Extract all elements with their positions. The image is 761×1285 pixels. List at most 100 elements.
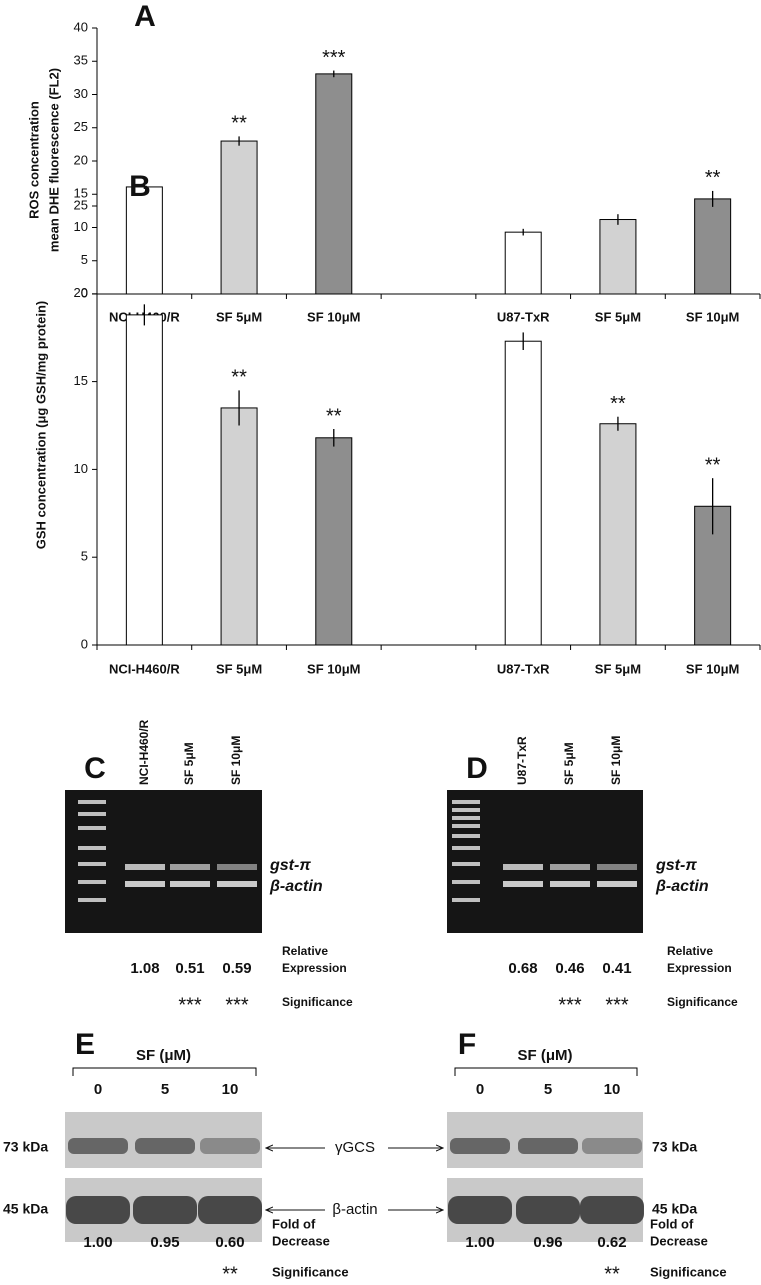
lane-label: SF 5μM: [182, 742, 196, 785]
lane-label: NCI-H460/R: [137, 719, 151, 785]
marker-label: 73 kDa: [3, 1139, 48, 1155]
value: 0.46: [555, 960, 584, 977]
y-tick-label: 10: [74, 461, 88, 476]
band-label: β-actin: [655, 878, 709, 895]
bar: [125, 186, 163, 295]
ladder-band: [78, 826, 106, 830]
band: [198, 1196, 262, 1224]
dose-label: 0: [476, 1081, 484, 1098]
dose-label: 5: [544, 1081, 552, 1098]
significance: ***: [322, 47, 346, 69]
y-tick-label: 40: [74, 19, 88, 34]
y-axis-label: GSH concentration (μg GSH/mg protein): [33, 301, 48, 549]
band: [200, 1138, 260, 1154]
marker-label: 45 kDa: [3, 1201, 48, 1217]
dose-label: 10: [604, 1081, 621, 1098]
y-tick-label: 35: [74, 53, 88, 68]
value: 0.62: [597, 1234, 626, 1251]
bar: [694, 198, 732, 295]
ladder-band: [78, 846, 106, 850]
band: [170, 864, 210, 870]
significance-label: Significance: [667, 995, 738, 1009]
band: [518, 1138, 578, 1154]
dose-label: 0: [94, 1081, 102, 1098]
y-tick-label: 20: [74, 152, 88, 167]
y-tick-label: 10: [74, 219, 88, 234]
significance: ***: [605, 994, 629, 1016]
y-tick-label: 15: [74, 373, 88, 388]
band: [170, 881, 210, 887]
y-tick-label: 15: [74, 186, 88, 201]
significance: **: [705, 454, 721, 476]
band-label: gst-π: [269, 857, 311, 874]
value: 1.00: [83, 1234, 112, 1251]
y-tick-label: 5: [81, 252, 88, 267]
x-tick-label: SF 5μM: [216, 661, 262, 676]
band: [125, 881, 165, 887]
band: [450, 1138, 510, 1154]
value: 0.96: [533, 1234, 562, 1251]
x-tick-label: SF 10μM: [686, 661, 739, 676]
band: [217, 864, 257, 870]
band: [582, 1138, 642, 1154]
bracket: [454, 1067, 638, 1076]
ladder-band: [452, 862, 480, 866]
x-tick-label: SF 5μM: [216, 309, 262, 324]
gel-image: [447, 790, 643, 933]
metric-label: Expression: [667, 961, 732, 975]
ladder-band: [452, 800, 480, 804]
value: 1.08: [130, 960, 159, 977]
lane-label: SF 5μM: [562, 742, 576, 785]
significance: ***: [558, 994, 582, 1016]
bracket: [72, 1067, 257, 1076]
y-tick-label: 25: [74, 119, 88, 134]
lane-label: U87-TxR: [515, 736, 529, 785]
metric-label: Expression: [282, 961, 347, 975]
bar: [599, 219, 637, 295]
significance: **: [231, 113, 247, 135]
ladder-band: [452, 898, 480, 902]
ladder-band: [452, 808, 480, 812]
bar: [315, 73, 353, 295]
band: [597, 881, 637, 887]
ladder-band: [452, 846, 480, 850]
panel-label: C: [84, 752, 106, 785]
x-tick-label: SF 5μM: [595, 309, 641, 324]
y-tick-label: 30: [74, 86, 88, 101]
value: 0.95: [150, 1234, 179, 1251]
ladder-band: [452, 834, 480, 838]
band: [580, 1196, 644, 1224]
bar: [220, 407, 258, 646]
x-tick-label: SF 5μM: [595, 661, 641, 676]
ladder-band: [78, 800, 106, 804]
band: [135, 1138, 195, 1154]
bar: [504, 340, 542, 646]
panel-label: D: [466, 752, 488, 785]
band-label: gst-π: [655, 857, 697, 874]
metric-label: Fold of: [650, 1216, 694, 1231]
bar: [599, 423, 637, 646]
panel-label: A: [134, 0, 156, 33]
band-label: β-actin: [269, 878, 323, 895]
target-label: β-actin: [332, 1201, 377, 1218]
metric-label: Decrease: [272, 1233, 330, 1248]
y-tick-label: 0: [81, 636, 88, 651]
marker-label: 73 kDa: [652, 1139, 697, 1155]
y-axis-label: mean DHE fluorescence (FL2): [46, 68, 61, 252]
band: [550, 864, 590, 870]
x-tick-label: U87-TxR: [497, 661, 550, 676]
ladder-band: [78, 862, 106, 866]
ladder-band: [452, 816, 480, 820]
significance: **: [231, 367, 247, 389]
significance-label: Significance: [282, 995, 353, 1009]
value: 1.00: [465, 1234, 494, 1251]
x-tick-label: U87-TxR: [497, 309, 550, 324]
significance: ***: [178, 994, 202, 1016]
x-tick-label: NCI-H460/R: [109, 661, 180, 676]
metric-label: Relative: [282, 944, 328, 958]
bar: [220, 140, 258, 295]
panel-label: B: [129, 170, 151, 203]
significance-label: Significance: [272, 1264, 349, 1279]
treatment-label: SF (μM): [518, 1047, 573, 1064]
band: [550, 881, 590, 887]
